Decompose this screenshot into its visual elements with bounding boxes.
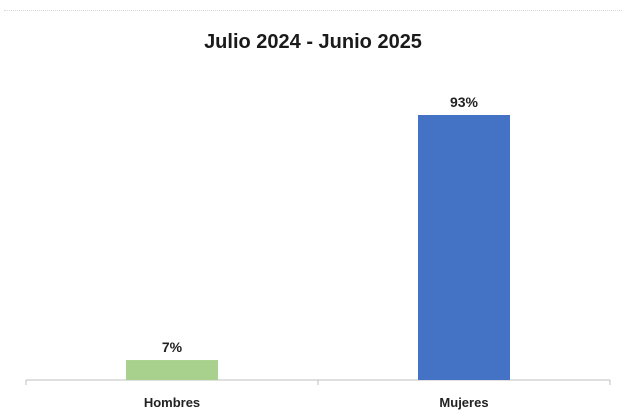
data-label-hombres: 7%	[162, 339, 183, 355]
x-tick-label-mujeres: Mujeres	[439, 395, 488, 410]
data-label-mujeres: 93%	[450, 94, 479, 110]
x-tick-label-hombres: Hombres	[144, 395, 200, 410]
bar-mujeres	[418, 115, 510, 380]
bar-hombres	[126, 360, 218, 380]
top-border	[4, 10, 622, 12]
chart-title: Julio 2024 - Junio 2025	[204, 31, 422, 53]
